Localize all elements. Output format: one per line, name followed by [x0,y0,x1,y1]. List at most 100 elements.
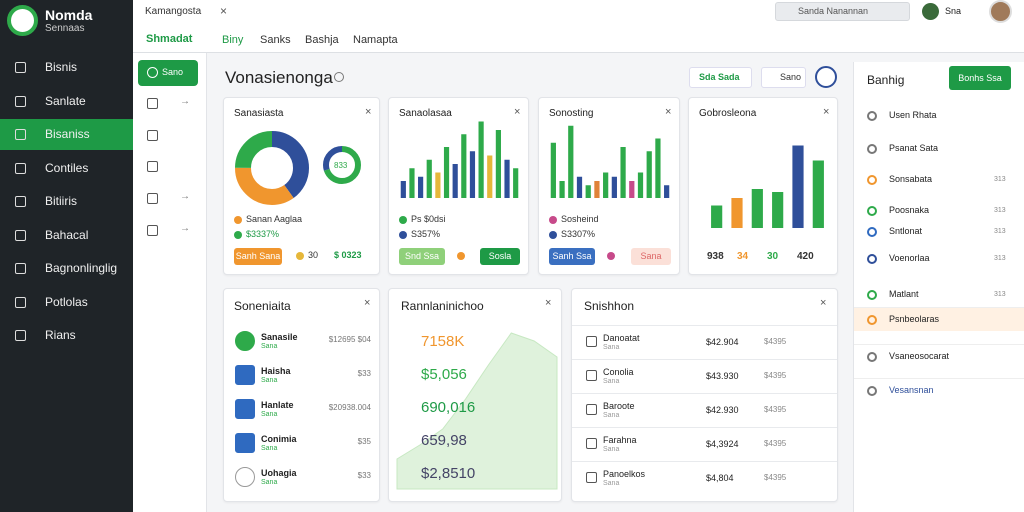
panel-button[interactable]: Bonhs Ssa [949,66,1011,90]
card-button[interactable]: Sanh Ssa [549,248,595,265]
nav-item[interactable]: Bisaniss [0,119,133,150]
close-button[interactable]: × [820,297,827,309]
avatar[interactable] [989,0,1012,23]
close-button[interactable]: × [364,297,371,309]
card-button[interactable]: Sanh Sana [234,248,282,265]
row-name: Haisha [261,366,291,376]
icon [147,130,158,141]
row-value: $33 [357,471,371,480]
button-dot [457,252,465,260]
panel-item[interactable]: Usen Rhata [854,104,1024,128]
close-button[interactable]: × [545,297,552,309]
item-value: 313 [994,228,1006,235]
tab-close[interactable]: × [220,4,228,18]
bar [469,151,476,198]
bar [637,172,644,198]
row-divider [572,393,837,394]
breadcrumb: Kamangosta [145,6,202,17]
card-button[interactable]: Snd Ssa [399,248,445,265]
panel-item[interactable]: Psnbeolaras [854,307,1024,331]
nav-item[interactable]: Sanlate [0,86,133,117]
item-icon [867,290,877,300]
cell-name: Conolia [603,367,634,377]
tab[interactable]: Namapta [353,34,398,46]
panel-item[interactable]: Sntlonat 313 [854,220,1024,244]
item-icon [867,206,877,216]
chart [400,121,519,198]
row-name: Uohagia [261,468,297,478]
nav-item[interactable]: Bisnis [0,52,133,83]
panel-item[interactable]: Vsaneosocarat [854,344,1024,368]
row-sub: Sana [261,377,278,384]
panel-item[interactable]: Poosnaka 313 [854,199,1024,223]
card-button[interactable]: $ 0323 [334,250,362,260]
tab[interactable]: Bashja [305,34,339,46]
cell-pct: $4395 [764,371,787,380]
chart [235,131,361,205]
panel-item[interactable]: Psanat Sata [854,137,1024,161]
card-title: Sonosting [549,108,594,119]
tab[interactable]: Sanks [260,34,291,46]
nav-item[interactable]: Bitiiris [0,186,133,217]
panel-item[interactable]: Vesansnan [854,378,1024,402]
bar [443,147,450,198]
row-value: $20938.004 [328,403,371,412]
nav-item[interactable]: Contiles [0,153,133,184]
bar [513,168,519,198]
action-button[interactable]: Sda Sada [689,67,752,88]
item-name: Voenorlaa [889,253,930,263]
item-value: 313 [994,291,1006,298]
tool-arrow: → [180,223,190,234]
nav-label: Sanlate [45,93,86,108]
item-icon [867,227,877,237]
row-icon [235,399,255,419]
card-title: Gobrosleona [699,108,757,119]
card-button[interactable]: Sana [631,248,671,265]
avatar[interactable] [922,3,939,20]
nav-item[interactable]: Bahacal [0,220,133,251]
footer-figure: 420 [797,251,814,262]
row-name: Conimia [261,434,297,444]
bar [495,130,501,198]
help-button[interactable] [815,66,837,88]
button-dot [607,252,615,260]
nav-item[interactable]: Potlolas [0,287,133,318]
tool-button[interactable]: Sano [138,60,198,86]
row-value: $33 [357,369,371,378]
item-name: Psnbeolaras [889,314,940,324]
panel-item[interactable]: Matlant 313 [854,283,1024,307]
close-button[interactable]: × [365,106,372,118]
cell-pct: $4395 [764,337,787,346]
search-box[interactable]: Sanda Nanannan [775,2,910,21]
bar [772,192,784,228]
bar [478,121,484,198]
icon [15,330,26,341]
bar [576,176,583,198]
row-icon [235,331,255,351]
tab[interactable]: Biny [222,34,244,46]
panel-item[interactable]: Voenorlaa 313 [854,247,1024,271]
row-sub: Sana [261,411,278,418]
close-button[interactable]: × [823,106,830,118]
bar [435,172,441,198]
close-button[interactable]: × [514,106,521,118]
nav-item[interactable]: Rians [0,320,133,351]
item-name: Usen Rhata [889,110,937,120]
item-icon [867,315,877,325]
nav-item[interactable]: Bagnonlinglig [0,253,133,284]
card-button[interactable]: 30 [308,250,319,260]
figure: 7158K [421,333,465,350]
close-button[interactable]: × [665,106,672,118]
item-icon [867,352,877,362]
card-button[interactable]: Sosla [480,248,520,265]
bar [731,198,743,228]
donut-segment [235,131,309,205]
card: Sanaolasaa × Ps $0dsi S357% Snd Ssa Sosla [388,97,529,275]
cell-name: Farahna [603,435,637,445]
cell-value: $42.930 [706,405,739,415]
figure: $2,8510 [421,465,476,482]
row-sub: Sana [261,445,278,452]
icon [15,263,26,274]
action-button[interactable]: Sano [761,67,806,88]
panel-item[interactable]: Sonsabata 313 [854,168,1024,192]
